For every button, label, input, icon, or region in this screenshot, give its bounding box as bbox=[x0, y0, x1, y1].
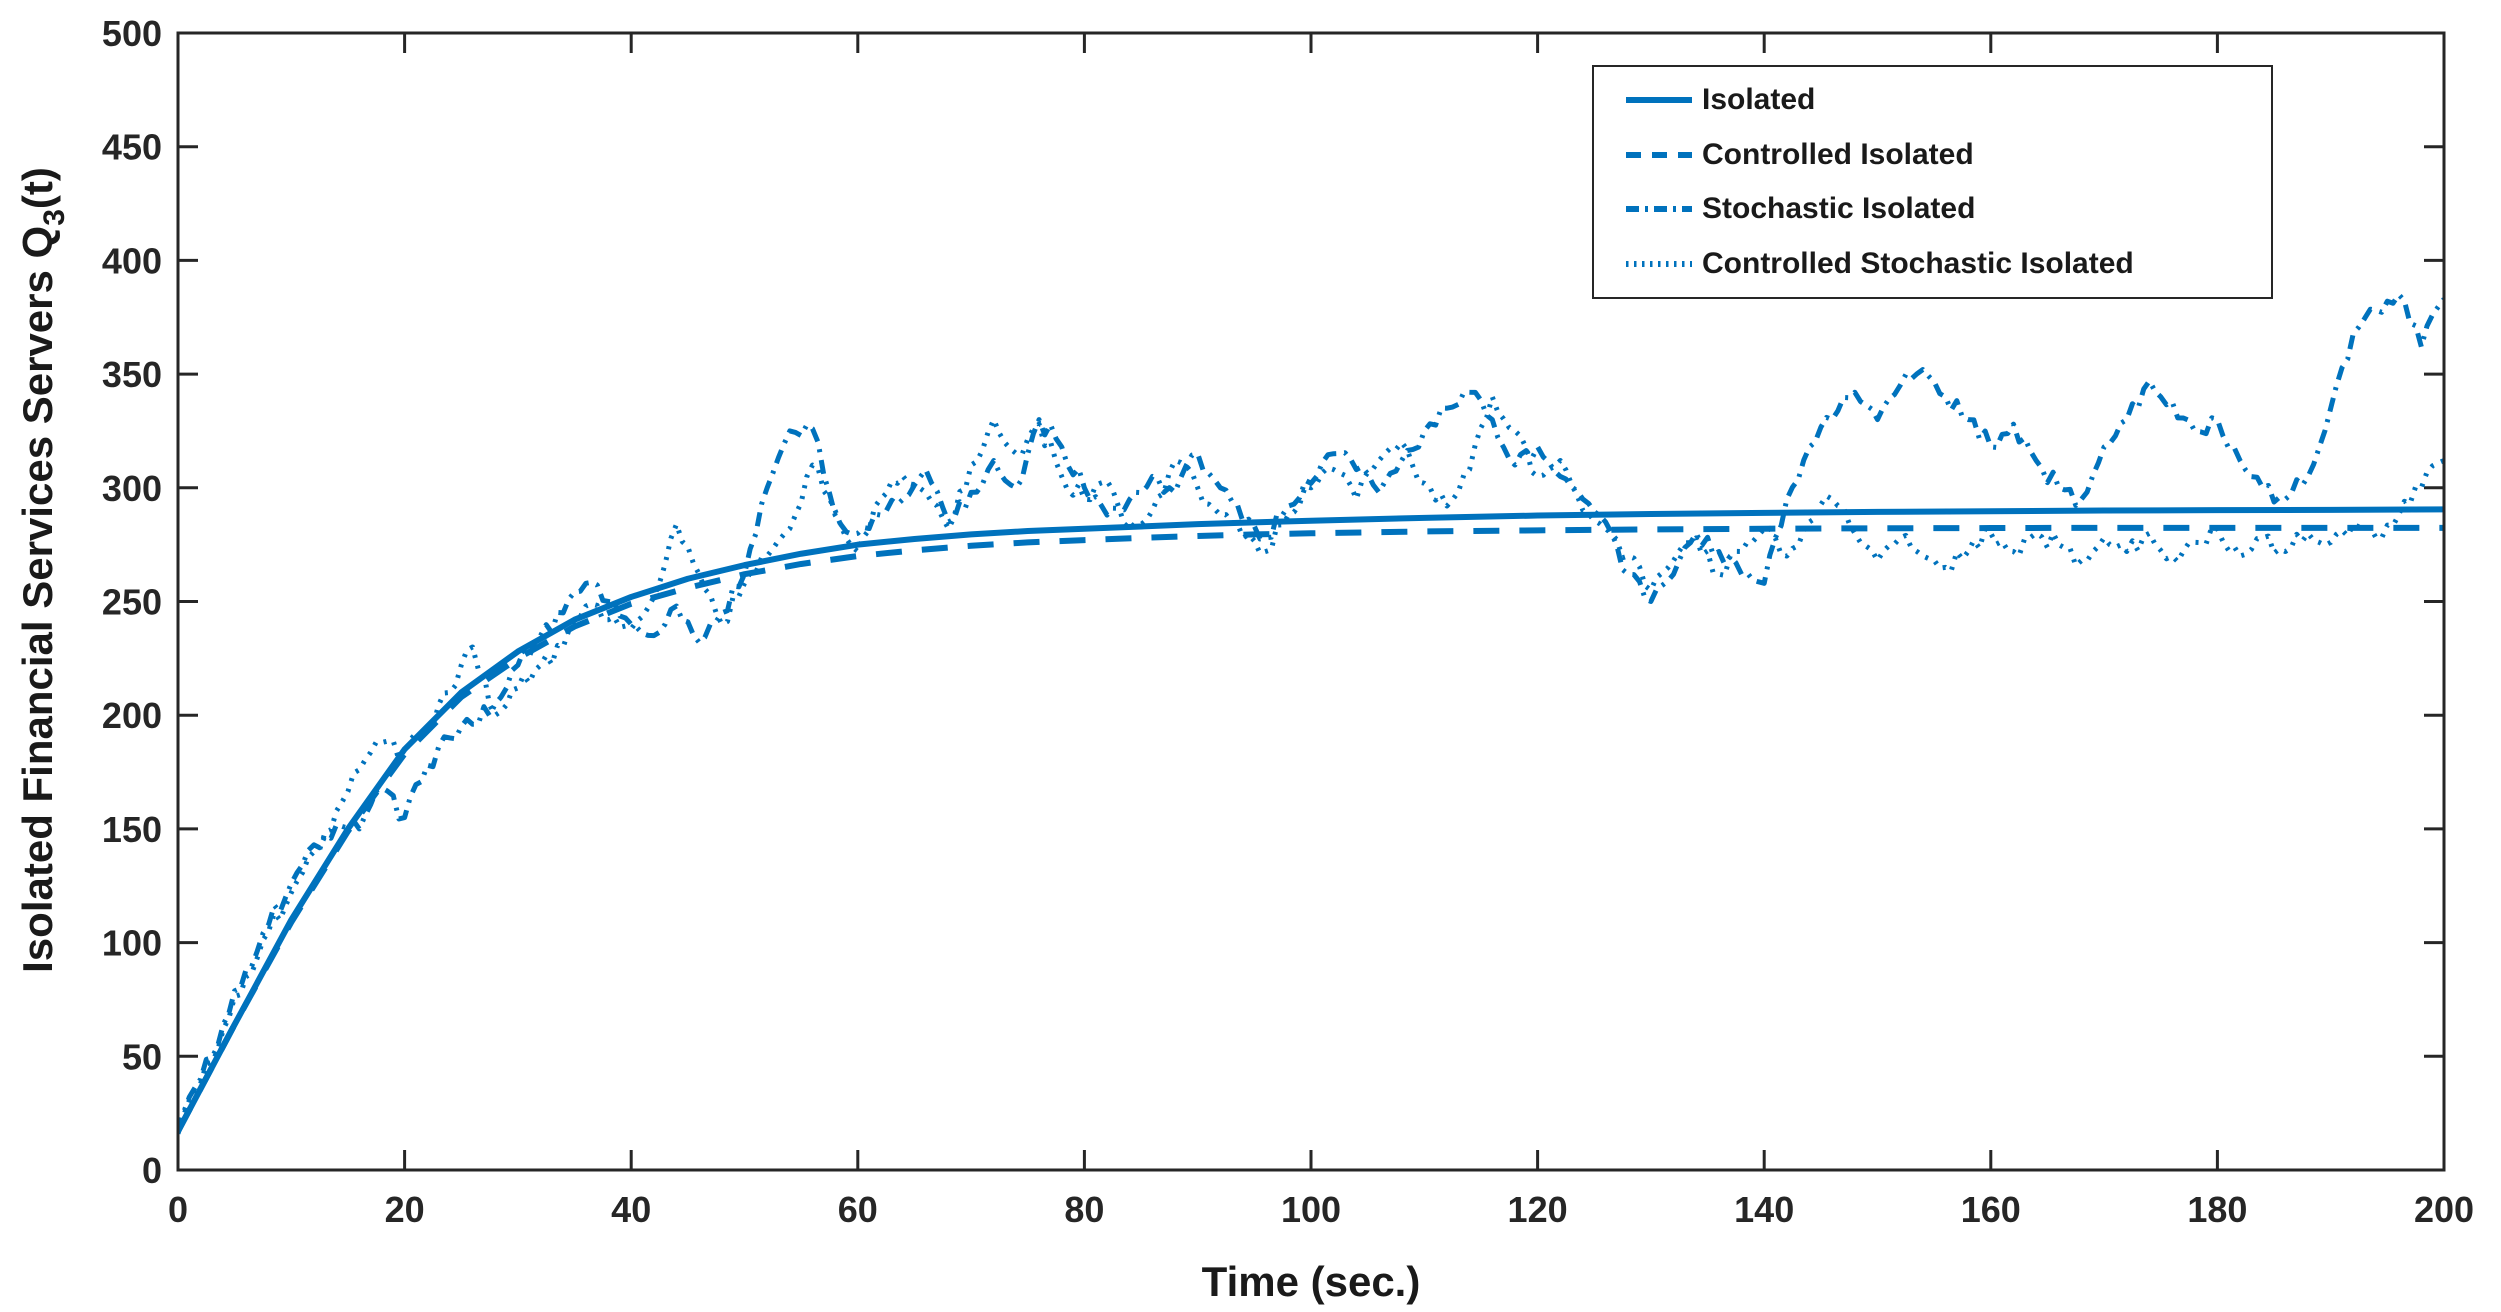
y-axis-label-subscript: 3 bbox=[38, 209, 71, 226]
legend-line-dashed-icon bbox=[1626, 151, 1692, 158]
x-axis-label: Time (sec.) bbox=[1202, 1258, 1421, 1305]
legend-line-dashdot-icon bbox=[1626, 206, 1692, 213]
series-line-dashdot bbox=[178, 292, 2444, 1133]
y-tick-label: 450 bbox=[102, 127, 162, 168]
y-tick-label: 350 bbox=[102, 354, 162, 395]
legend-line-dotted-icon bbox=[1626, 260, 1692, 267]
axes-box bbox=[176, 31, 2446, 1172]
legend-label: Controlled Stochastic Isolated bbox=[1702, 246, 2134, 280]
legend-label: Controlled Isolated bbox=[1702, 137, 1974, 171]
y-tick-label: 300 bbox=[102, 468, 162, 509]
y-tick-label: 400 bbox=[102, 240, 162, 281]
y-tick-label: 100 bbox=[102, 923, 162, 964]
x-tick-label: 100 bbox=[1281, 1189, 1341, 1230]
x-tick-label: 80 bbox=[1064, 1189, 1104, 1230]
y-axis-label-main: Isolated Financial Services Servers Q bbox=[14, 226, 61, 973]
x-tick-label: 180 bbox=[2187, 1189, 2247, 1230]
legend-item-isolated: Isolated bbox=[1594, 73, 2271, 127]
x-tick-label: 140 bbox=[1734, 1189, 1794, 1230]
x-tick-label: 0 bbox=[168, 1189, 188, 1230]
x-tick-label: 40 bbox=[611, 1189, 651, 1230]
series-line-solid bbox=[178, 506, 2444, 1133]
tick-labels: 0 20 40 60 80 100 120 140 160 180 200 0 50 100 150 200 2… bbox=[102, 13, 2474, 1230]
legend-label: Isolated bbox=[1702, 83, 1816, 117]
series-line-dotted bbox=[178, 394, 2444, 1135]
y-axis-label: Isolated Financial Services Servers Q3(t… bbox=[14, 167, 71, 973]
legend: Isolated Controlled Isolated Stochastic … bbox=[1592, 65, 2273, 299]
legend-label: Stochastic Isolated bbox=[1702, 192, 1976, 226]
series-line-dashed bbox=[178, 524, 2444, 1133]
x-tick-label: 160 bbox=[1961, 1189, 2021, 1230]
legend-item-controlled-isolated: Controlled Isolated bbox=[1594, 128, 2271, 182]
legend-item-stochastic-isolated: Stochastic Isolated bbox=[1594, 182, 2271, 236]
y-tick-label: 0 bbox=[142, 1150, 162, 1191]
legend-line-solid-icon bbox=[1626, 97, 1692, 104]
x-tick-label: 60 bbox=[838, 1189, 878, 1230]
x-tick-label: 120 bbox=[1508, 1189, 1568, 1230]
x-tick-label: 200 bbox=[2414, 1189, 2474, 1230]
y-tick-label: 200 bbox=[102, 695, 162, 736]
y-tick-label: 150 bbox=[102, 809, 162, 850]
series-lines bbox=[178, 292, 2444, 1135]
legend-item-controlled-stochastic-isolated: Controlled Stochastic Isolated bbox=[1594, 237, 2271, 291]
y-tick-label: 500 bbox=[102, 13, 162, 54]
x-tick-label: 20 bbox=[385, 1189, 425, 1230]
y-tick-label: 250 bbox=[102, 582, 162, 623]
y-tick-label: 50 bbox=[122, 1036, 162, 1077]
y-axis-label-suffix: (t) bbox=[14, 167, 61, 209]
